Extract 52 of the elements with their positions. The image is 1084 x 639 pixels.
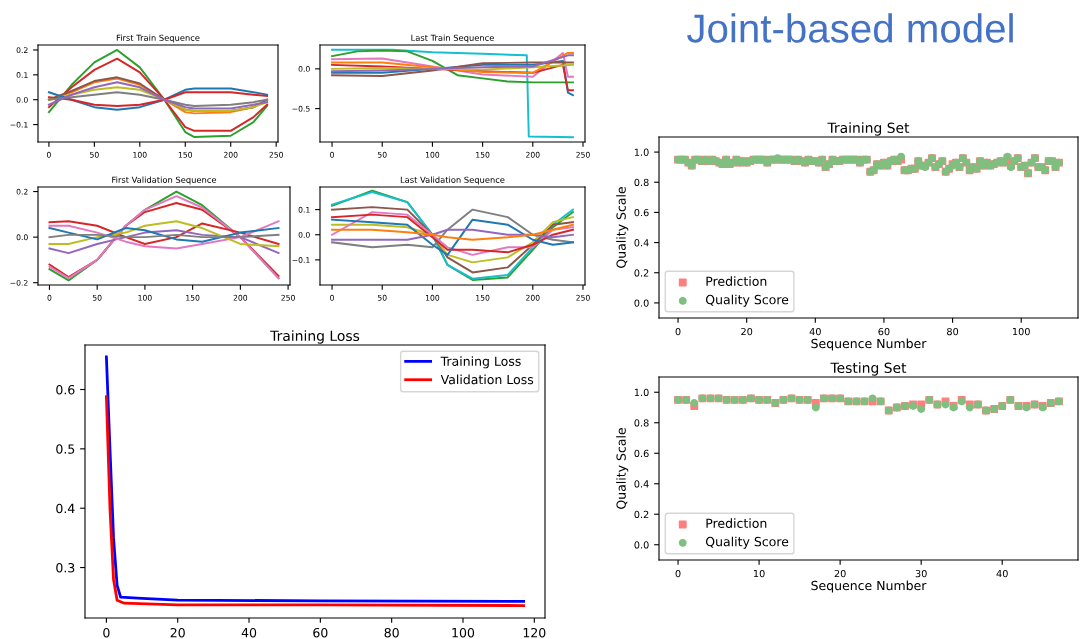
legend-label: Training Loss [440,356,521,369]
y-axis-title: Quality Scale [616,428,629,509]
y-tick-label: 0.5 [56,444,75,454]
y-tick-label: 0.4 [634,239,649,247]
y-tick-label: 1.0 [634,148,649,156]
x-tick-label: 40 [809,327,821,336]
y-tick-label: 0.3 [56,563,75,573]
text: Joint-based model [687,13,1013,43]
x-tick-label: 40 [241,627,257,638]
x-tick-label: 80 [947,327,959,336]
y-tick-label: 0.6 [634,208,649,217]
x-tick-label: 10 [753,569,765,578]
x-tick-label: 30 [915,569,927,578]
chart-title: First Validation Sequence [112,176,217,185]
x-tick-label: 40 [996,569,1008,578]
y-tick-label: 0.4 [56,503,75,514]
legend-label: Quality Score [705,294,789,307]
y-tick-label: 0.0 [634,541,649,549]
chart-title: Last Validation Sequence [400,176,505,185]
y-tick-label: 0.0 [634,299,649,307]
y-tick-label: 0.4 [634,480,649,488]
x-tick-label: 0 [675,569,681,578]
x-tick-label: 60 [313,627,328,638]
y-tick-label: 0.8 [634,419,649,427]
x-tick-label: 0 [675,327,681,336]
legend-label: Prediction [706,276,767,286]
x-axis-title: Sequence Number [811,338,927,351]
chart-title: Testing Set [830,362,907,376]
chart-title: Training Set [827,122,910,136]
y-tick-label: 0.2 [634,510,649,519]
legend-label: Quality Score [705,536,789,549]
x-tick-label: 100 [452,627,475,638]
x-tick-label: 20 [741,327,753,336]
legend-label: Prediction [706,518,767,528]
x-tick-label: 120 [523,627,546,638]
y-tick-label: 0.6 [634,449,649,458]
y-tick-label: 0.8 [634,178,649,187]
x-tick-label: 60 [878,327,890,336]
x-axis-title: Sequence Number [811,580,927,593]
x-tick-label: 80 [384,627,399,638]
x-tick-label: 20 [170,627,185,638]
y-tick-label: 0.2 [634,269,649,277]
y-tick-label: 0.6 [56,384,75,395]
chart-title: Training Loss [270,330,360,344]
legend-label: Validation Loss [440,374,534,385]
y-axis-title: Quality Scale [616,187,629,268]
x-tick-label: 100 [1013,327,1030,336]
x-tick-label: 0 [103,627,110,638]
chart-title: First Train Sequence [116,34,200,43]
x-tick-label: 20 [834,569,846,578]
chart-title: Last Train Sequence [411,34,494,43]
y-tick-label: 1.0 [634,388,649,397]
